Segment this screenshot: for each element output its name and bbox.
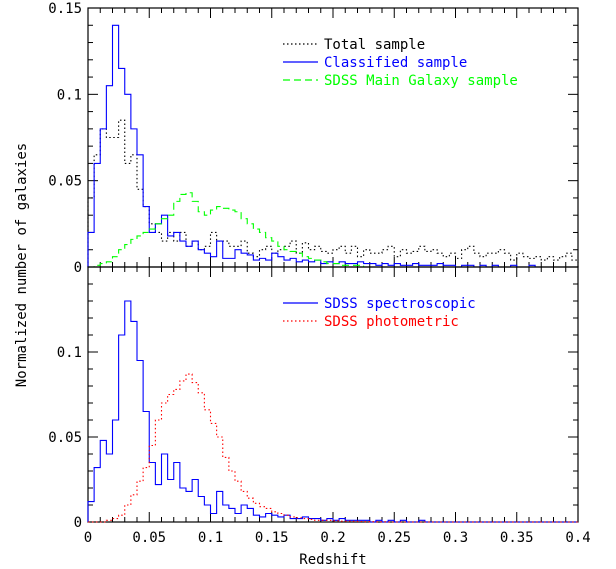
- y-tick-label: 0.05: [48, 174, 82, 190]
- x-tick-label: 0.15: [255, 530, 289, 546]
- legend-label: SDSS photometric: [324, 314, 459, 330]
- series-total-sample: [87, 119, 579, 267]
- x-tick-label: 0: [84, 530, 92, 546]
- legend-label: SDSS spectroscopic: [324, 296, 476, 312]
- y-tick-label: 0: [74, 515, 82, 531]
- legend-label: Total sample: [324, 37, 425, 53]
- panel-top: 0 0.05 0.1 0.15 Total sample Classified sampl…: [14, 1, 579, 387]
- y-tick-label: 0: [74, 260, 82, 276]
- x-tick-label: 0.25: [377, 530, 411, 546]
- legend: SDSS spectroscopic SDSS photometric: [283, 296, 476, 330]
- panel-bottom: 0 0.05 0.1 0 0.05 0.1 0.15 0.2 0.25 0.3 0.35 0.4 SDS…: [48, 266, 591, 568]
- series-sdss-photometric: [88, 373, 578, 523]
- legend: Total sample Classified sample SDSS Main G…: [283, 37, 518, 89]
- x-tick-label: 0.1: [198, 530, 223, 546]
- x-tick-label: 0.4: [565, 530, 590, 546]
- x-tick-label: 0.35: [500, 530, 534, 546]
- legend-label: Classified sample: [324, 55, 467, 71]
- y-tick-label: 0.05: [48, 430, 82, 446]
- y-tick-label: 0.15: [48, 1, 82, 17]
- x-axis-title: Redshift: [299, 552, 366, 568]
- y-tick-label: 0.1: [57, 345, 82, 361]
- x-tick-label: 0.2: [320, 530, 345, 546]
- x-tick-label: 0.05: [132, 530, 166, 546]
- y-tick-label: 0.1: [57, 87, 82, 103]
- legend-label: SDSS Main Galaxy sample: [324, 73, 518, 89]
- y-axis-title: Normalized number of galaxies: [14, 143, 30, 387]
- x-tick-label: 0.3: [443, 530, 468, 546]
- series-sdss-main-galaxy-sample: [88, 192, 578, 268]
